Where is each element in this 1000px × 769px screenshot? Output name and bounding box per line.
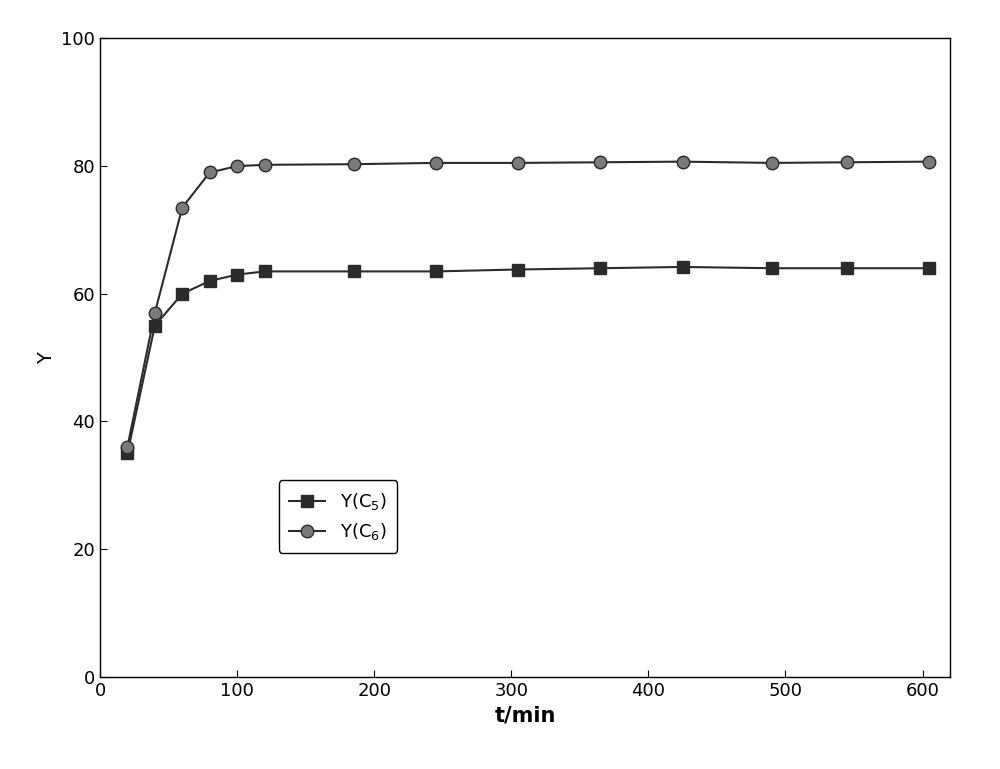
Y(C$_5$): [259, 267, 271, 276]
Y(C$_5$): [677, 262, 689, 271]
Y(C$_5$): [348, 267, 360, 276]
X-axis label: t/min: t/min: [494, 705, 556, 725]
Y(C$_6$): [923, 157, 935, 166]
Y(C$_6$): [259, 160, 271, 169]
Y(C$_5$): [149, 321, 161, 331]
Y(C$_6$): [430, 158, 442, 168]
Y(C$_5$): [231, 270, 243, 279]
Y(C$_5$): [841, 264, 853, 273]
Y(C$_6$): [204, 168, 216, 177]
Y(C$_5$): [430, 267, 442, 276]
Line: Y(C$_6$): Y(C$_6$): [121, 155, 936, 453]
Y(C$_5$): [923, 264, 935, 273]
Y(C$_6$): [677, 157, 689, 166]
Y-axis label: Y: Y: [37, 351, 56, 364]
Y(C$_6$): [348, 160, 360, 169]
Y(C$_6$): [766, 158, 778, 168]
Y(C$_5$): [204, 276, 216, 285]
Y(C$_6$): [231, 161, 243, 171]
Legend: Y(C$_5$), Y(C$_6$): Y(C$_5$), Y(C$_6$): [279, 480, 397, 553]
Y(C$_6$): [149, 308, 161, 318]
Y(C$_6$): [841, 158, 853, 167]
Y(C$_5$): [176, 289, 188, 298]
Line: Y(C$_5$): Y(C$_5$): [121, 261, 936, 460]
Y(C$_5$): [121, 449, 133, 458]
Y(C$_6$): [512, 158, 524, 168]
Y(C$_5$): [512, 265, 524, 274]
Y(C$_5$): [594, 264, 606, 273]
Y(C$_6$): [176, 203, 188, 212]
Y(C$_6$): [121, 442, 133, 451]
Y(C$_6$): [594, 158, 606, 167]
Y(C$_5$): [766, 264, 778, 273]
